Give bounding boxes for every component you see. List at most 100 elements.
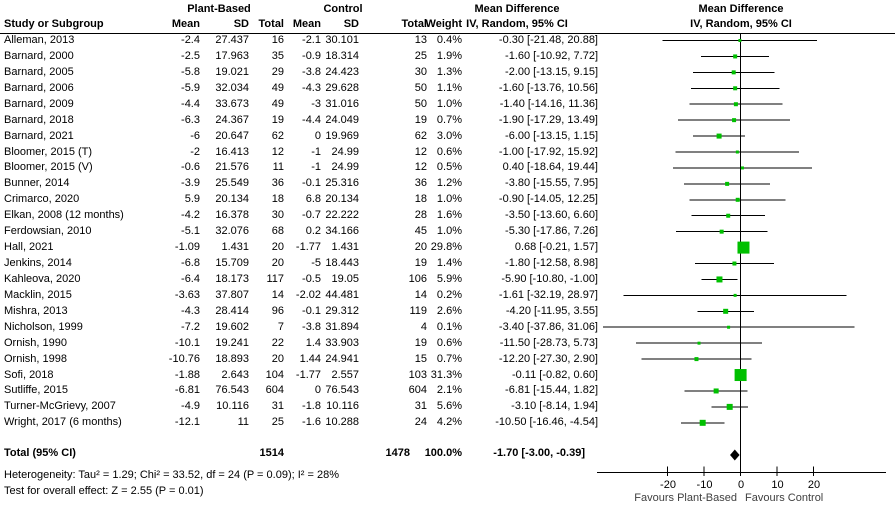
study-row: Barnard, 2000 -2.5 17.963 35 -0.9 18.314 25 1.9… xyxy=(0,49,895,64)
md-ci-cell: 0.68 [-0.21, 1.57] xyxy=(514,241,598,253)
pb-sd-cell: 19.602 xyxy=(215,321,249,333)
weight-cell: 0.7% xyxy=(436,353,462,365)
pb-total-cell: 12 xyxy=(271,146,284,158)
pb-sd-cell: 37.807 xyxy=(215,289,249,301)
weight-cell: 1.0% xyxy=(436,225,462,237)
pb-sd-cell: 27.437 xyxy=(215,34,249,46)
c-mean-cell: -0.1 xyxy=(302,305,321,317)
c-mean-cell: -0.1 xyxy=(302,177,321,189)
study-row: Macklin, 2015 -3.63 37.807 14 -2.02 44.481 14 0… xyxy=(0,288,895,303)
study-name: Alleman, 2013 xyxy=(4,34,75,46)
study-row: Barnard, 2005 -5.8 19.021 29 -3.8 24.423 30 1.3… xyxy=(0,65,895,80)
study-name: Barnard, 2000 xyxy=(4,50,74,62)
study-row: Jenkins, 2014 -6.8 15.709 20 -5 18.443 19 1.4% -… xyxy=(0,256,895,271)
study-row: Sutliffe, 2015 -6.81 76.543 604 0 76.543 604 2.… xyxy=(0,383,895,398)
c-sd-cell: 31.016 xyxy=(325,98,359,110)
pb-mean-cell: -2.4 xyxy=(181,34,200,46)
pb-total-cell: 604 xyxy=(265,384,284,396)
weight-cell: 0.4% xyxy=(436,34,462,46)
effect-square xyxy=(734,369,747,382)
pb-sd-cell: 32.076 xyxy=(215,225,249,237)
study-row: Mishra, 2013 -4.3 28.414 96 -0.1 29.312 119 2.6… xyxy=(0,304,895,319)
study-row: Bloomer, 2015 (V) -0.6 21.576 11 -1 24.99 12 0.… xyxy=(0,160,895,175)
study-name: Mishra, 2013 xyxy=(4,305,68,317)
c-mean-cell: -1.8 xyxy=(302,400,321,412)
pb-mean-cell: -10.76 xyxy=(168,353,200,365)
c-sd-cell: 20.134 xyxy=(325,193,359,205)
c-mean-cell: -1 xyxy=(311,161,321,173)
effect-square xyxy=(732,118,737,123)
c-sd-cell: 2.557 xyxy=(331,369,359,381)
effect-square xyxy=(726,213,731,218)
pb-sd-cell: 16.413 xyxy=(215,146,249,158)
pb-mean-cell: 5.9 xyxy=(184,193,200,205)
pb-sd-cell: 20.134 xyxy=(215,193,249,205)
study-row: Barnard, 2009 -4.4 33.673 49 -3 31.016 50 1.0% -… xyxy=(0,97,895,112)
pb-total-cell: 14 xyxy=(271,289,284,301)
effect-square xyxy=(738,39,742,42)
c-sd-cell: 19.05 xyxy=(331,273,359,285)
weight-cell: 1.6% xyxy=(436,209,462,221)
total-pb-total: 1514 xyxy=(259,447,284,459)
study-row: Barnard, 2021 -6 20.647 62 0 19.969 62 3.0% -6.0… xyxy=(0,129,895,144)
weight-cell: 0.2% xyxy=(436,289,462,301)
axis-tick-label: -20 xyxy=(660,479,676,491)
study-row: Barnard, 2018 -6.3 24.367 19 -4.4 24.049 19 0.7… xyxy=(0,113,895,128)
pb-mean-cell: -3.9 xyxy=(181,177,200,189)
study-name: Crimarco, 2020 xyxy=(4,193,80,205)
c-mean-cell: 1.4 xyxy=(305,337,321,349)
weight-cell: 1.0% xyxy=(436,98,462,110)
pb-total-cell: 29 xyxy=(271,66,284,78)
c-total-cell: 12 xyxy=(414,146,427,158)
pb-total-cell: 20 xyxy=(271,257,284,269)
c-sd-cell: 24.049 xyxy=(325,114,359,126)
pb-sd-cell: 19.021 xyxy=(215,66,249,78)
c-sd-cell: 1.431 xyxy=(331,241,359,253)
study-name: Sutliffe, 2015 xyxy=(4,384,69,396)
effect-square xyxy=(735,197,740,202)
c-total-cell: 19 xyxy=(414,114,427,126)
pb-mean-cell: -6.81 xyxy=(174,384,200,396)
c-total-cell: 30 xyxy=(414,66,427,78)
md-ci-cell: -4.20 [-11.95, 3.55] xyxy=(505,305,598,317)
weight-cell: 0.1% xyxy=(436,321,462,333)
md-ci-cell: -12.20 [-27.30, 2.90] xyxy=(498,353,598,365)
c-mean-cell: -0.9 xyxy=(302,50,321,62)
c-total-cell: 25 xyxy=(414,50,427,62)
pb-total-cell: 117 xyxy=(266,273,284,285)
md-ci-cell: -3.50 [-13.60, 6.60] xyxy=(505,209,598,221)
header-separator-line xyxy=(0,33,895,34)
weight-cell: 4.2% xyxy=(436,416,462,428)
md-ci-cell: -10.50 [-16.46, -4.54] xyxy=(495,416,598,428)
pb-sd-cell: 18.173 xyxy=(215,273,249,285)
effect-square xyxy=(733,86,738,91)
pb-mean-cell: -1.09 xyxy=(174,241,200,253)
pb-total-cell: 49 xyxy=(271,98,284,110)
weight-cell: 2.6% xyxy=(436,305,462,317)
c-sd-cell: 24.99 xyxy=(331,146,359,158)
md-ci-cell: -1.60 [-13.76, 10.56] xyxy=(498,82,598,94)
c-sd-cell: 24.99 xyxy=(331,161,359,173)
c-mean-cell: -2.1 xyxy=(302,34,321,46)
pb-mean-cell: -4.3 xyxy=(181,305,200,317)
weight-cell: 0.7% xyxy=(436,114,462,126)
c-sd-header: SD xyxy=(343,18,359,30)
pb-sd-cell: 21.576 xyxy=(215,161,249,173)
effect-square xyxy=(727,325,731,329)
pb-mean-cell: -5.9 xyxy=(181,82,200,94)
md-ci-cell: -1.00 [-17.92, 15.92] xyxy=(498,146,598,158)
c-mean-cell: -0.7 xyxy=(302,209,321,221)
pb-mean-cell: -10.1 xyxy=(174,337,200,349)
c-total-cell: 31 xyxy=(414,400,427,412)
pb-sd-cell: 16.378 xyxy=(215,209,249,221)
total-md-ci: -1.70 [-3.00, -0.39] xyxy=(493,447,585,459)
md-ci-cell: -3.40 [-37.86, 31.06] xyxy=(498,321,598,333)
c-mean-cell: 1.44 xyxy=(299,353,321,365)
c-mean-cell: -2.02 xyxy=(295,289,321,301)
pb-total-cell: 35 xyxy=(271,50,284,62)
plot-header-line1: Mean Difference xyxy=(698,3,784,15)
effect-square xyxy=(733,54,738,59)
pb-sd-cell: 25.549 xyxy=(215,177,249,189)
md-ci-cell: -3.10 [-8.14, 1.94] xyxy=(511,400,598,412)
